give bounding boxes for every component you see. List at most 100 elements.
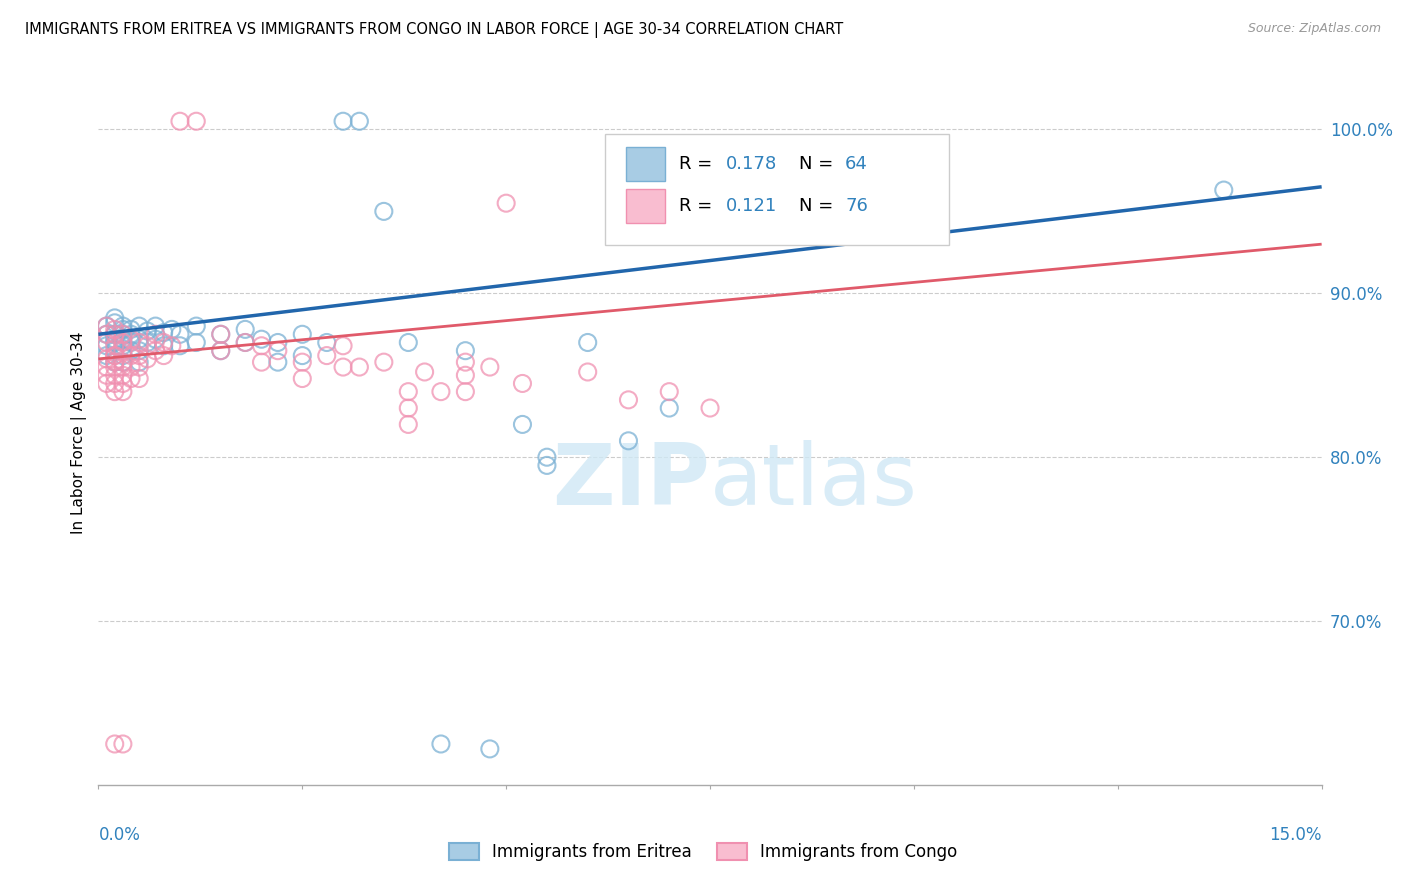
Point [658, 401, 681, 415]
Point [111, 339, 134, 353]
Point [186, 319, 208, 334]
Point [128, 355, 150, 369]
Text: N =: N = [799, 197, 838, 215]
Point [104, 376, 127, 391]
Point [111, 737, 134, 751]
Point [145, 319, 167, 334]
Point [454, 384, 477, 399]
Point [120, 335, 142, 350]
Point [96, 335, 118, 350]
Point [128, 335, 150, 350]
Point [96, 368, 118, 383]
Point [104, 316, 127, 330]
Text: IMMIGRANTS FROM ERITREA VS IMMIGRANTS FROM CONGO IN LABOR FORCE | AGE 30-34 CORR: IMMIGRANTS FROM ERITREA VS IMMIGRANTS FR… [25, 22, 844, 38]
Point [128, 360, 150, 375]
Point [136, 335, 159, 350]
Point [104, 349, 127, 363]
Point [332, 339, 354, 353]
Point [111, 349, 134, 363]
Point [120, 322, 142, 336]
Legend: Immigrants from Eritrea, Immigrants from Congo: Immigrants from Eritrea, Immigrants from… [441, 836, 965, 868]
Point [396, 384, 419, 399]
Point [169, 114, 191, 128]
Text: 0.178: 0.178 [725, 155, 776, 173]
Point [250, 355, 273, 369]
Point [104, 327, 127, 342]
Point [512, 376, 534, 391]
Point [104, 335, 127, 350]
Point [111, 355, 134, 369]
Point [454, 355, 477, 369]
Point [111, 327, 134, 342]
Point [233, 335, 256, 350]
Point [576, 335, 599, 350]
Point [120, 349, 142, 363]
Point [396, 417, 419, 432]
Point [111, 332, 134, 346]
Point [209, 327, 232, 342]
Point [96, 327, 118, 342]
Point [96, 339, 118, 353]
Point [111, 355, 134, 369]
Point [111, 376, 134, 391]
Y-axis label: In Labor Force | Age 30-34: In Labor Force | Age 30-34 [72, 331, 87, 534]
Point [111, 360, 134, 375]
Point [315, 349, 337, 363]
Point [104, 737, 127, 751]
Point [111, 319, 134, 334]
Point [120, 360, 142, 375]
Point [332, 114, 354, 128]
Point [267, 335, 290, 350]
Point [104, 332, 127, 346]
Point [104, 355, 127, 369]
Point [658, 384, 681, 399]
Point [104, 327, 127, 342]
Point [104, 322, 127, 336]
Point [111, 327, 134, 342]
Point [617, 434, 640, 448]
Point [454, 368, 477, 383]
Text: R =: R = [679, 155, 718, 173]
Point [136, 324, 159, 338]
Point [104, 360, 127, 375]
Point [160, 339, 183, 353]
Point [96, 349, 118, 363]
Point [373, 204, 395, 219]
Point [152, 335, 174, 350]
Point [96, 319, 118, 334]
Point [512, 417, 534, 432]
Point [186, 335, 208, 350]
Point [315, 335, 337, 350]
Point [104, 368, 127, 383]
Point [104, 339, 127, 353]
Text: 76: 76 [845, 197, 868, 215]
Point [136, 339, 159, 353]
Point [96, 327, 118, 342]
Point [291, 327, 314, 342]
Point [128, 332, 150, 346]
Point [430, 737, 453, 751]
Point [617, 392, 640, 407]
Point [120, 371, 142, 385]
Point [128, 343, 150, 358]
Point [152, 339, 174, 353]
Point [478, 742, 501, 756]
Point [120, 327, 142, 342]
Point [104, 355, 127, 369]
Text: 0.0%: 0.0% [98, 826, 141, 844]
Text: 0.121: 0.121 [725, 197, 776, 215]
Point [209, 327, 232, 342]
Point [104, 343, 127, 358]
Point [430, 384, 453, 399]
Text: ZIP: ZIP [553, 441, 710, 524]
Point [111, 343, 134, 358]
Text: atlas: atlas [710, 441, 918, 524]
Point [145, 343, 167, 358]
Point [209, 343, 232, 358]
Point [291, 371, 314, 385]
Point [267, 343, 290, 358]
Text: N =: N = [799, 155, 838, 173]
Point [111, 322, 134, 336]
Point [152, 326, 174, 340]
Point [96, 360, 118, 375]
